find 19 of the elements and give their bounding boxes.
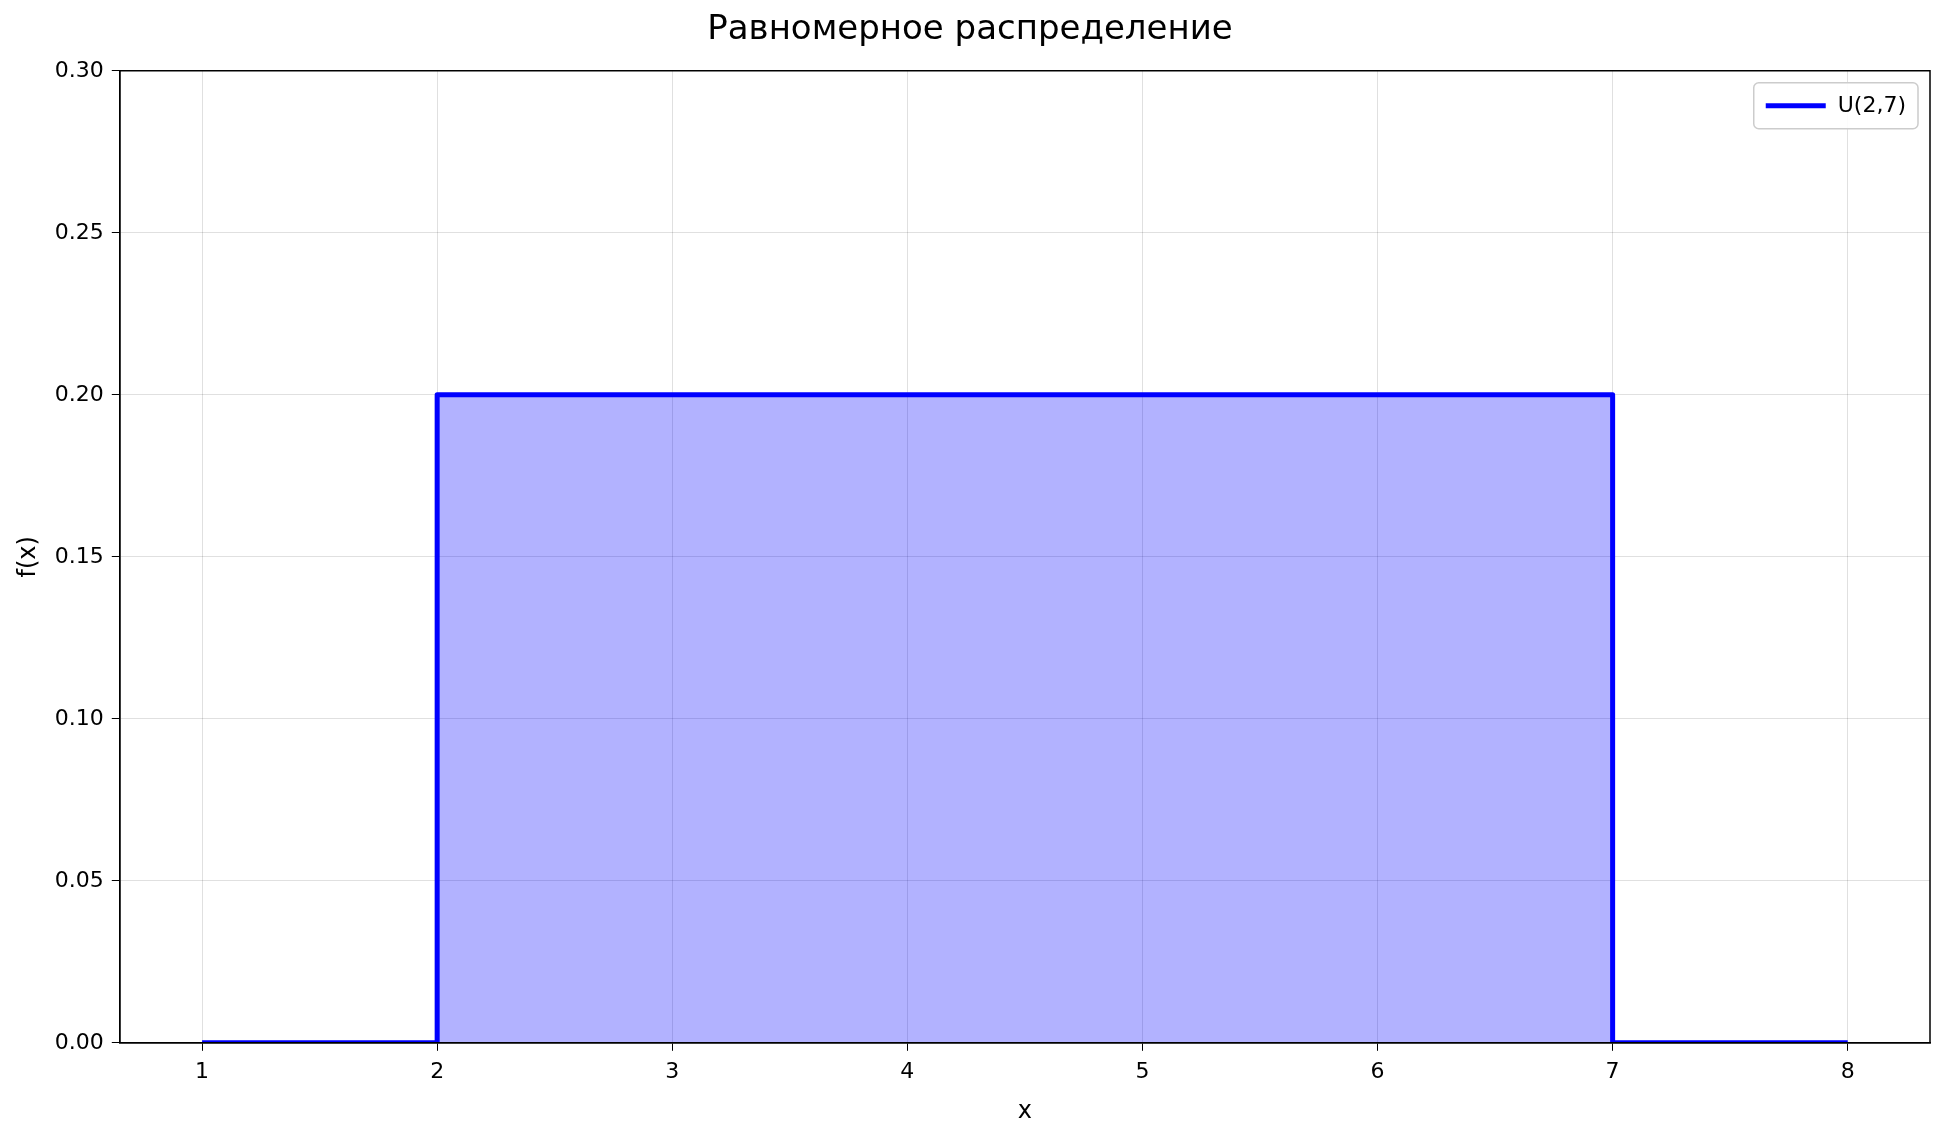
y-tick-label: 0.25: [54, 218, 104, 244]
y-tick-label: 0.00: [54, 1028, 104, 1054]
x-tick-label: 3: [665, 1057, 680, 1083]
y-tick-label: 0.10: [54, 704, 104, 730]
legend-label: U(2,7): [1837, 91, 1907, 117]
x-tick-label: 7: [1605, 1057, 1620, 1083]
x-tick-label: 6: [1370, 1057, 1385, 1083]
y-tick-label: 0.30: [54, 56, 104, 82]
x-tick-label: 1: [195, 1057, 210, 1083]
x-tick-label: 8: [1840, 1057, 1855, 1083]
y-tick-label: 0.15: [54, 542, 104, 568]
x-tick-label: 2: [430, 1057, 445, 1083]
chart-title: Равномерное распределение: [707, 7, 1233, 48]
x-axis-title: x: [1017, 1095, 1032, 1124]
y-tick-label: 0.05: [54, 866, 104, 892]
x-tick-label: 4: [900, 1057, 915, 1083]
y-tick-label: 0.20: [54, 380, 104, 406]
x-tick-label: 5: [1135, 1057, 1150, 1083]
y-axis-title: f(x): [12, 536, 41, 578]
